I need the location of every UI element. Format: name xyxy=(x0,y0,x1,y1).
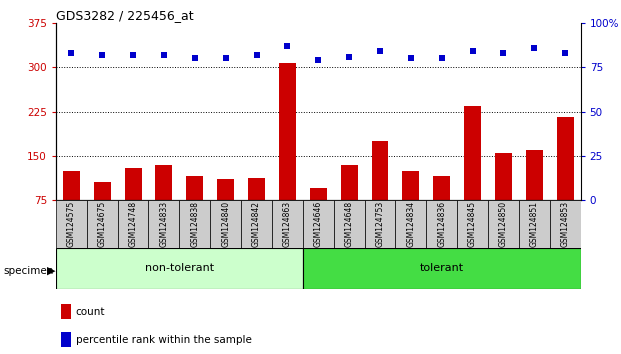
Text: GSM124845: GSM124845 xyxy=(468,201,477,247)
Bar xyxy=(63,171,80,200)
Point xyxy=(66,50,76,56)
Point xyxy=(97,52,107,58)
Point xyxy=(468,48,478,54)
Text: GSM124850: GSM124850 xyxy=(499,201,508,247)
Bar xyxy=(333,200,365,248)
Point xyxy=(252,52,261,58)
Point xyxy=(313,57,323,63)
Bar xyxy=(186,176,203,200)
Bar xyxy=(211,200,241,248)
Text: GSM124863: GSM124863 xyxy=(283,201,292,247)
Text: count: count xyxy=(76,307,106,317)
Point xyxy=(190,56,200,61)
Bar xyxy=(495,153,512,200)
Bar xyxy=(61,332,71,347)
Point xyxy=(220,56,230,61)
Bar xyxy=(272,200,303,248)
Bar xyxy=(155,165,173,200)
Bar xyxy=(426,200,457,248)
Bar xyxy=(87,200,117,248)
Text: GSM124575: GSM124575 xyxy=(67,201,76,247)
Point xyxy=(437,56,446,61)
Text: GDS3282 / 225456_at: GDS3282 / 225456_at xyxy=(56,9,194,22)
Text: GSM124853: GSM124853 xyxy=(561,201,569,247)
Bar xyxy=(94,182,111,200)
Text: GSM124840: GSM124840 xyxy=(221,201,230,247)
Bar xyxy=(526,150,543,200)
Bar xyxy=(56,248,303,289)
Bar xyxy=(248,178,265,200)
Bar xyxy=(125,167,142,200)
Bar xyxy=(217,179,234,200)
Text: specimen: specimen xyxy=(3,266,53,276)
Point xyxy=(375,48,385,54)
Bar xyxy=(402,171,419,200)
Point xyxy=(560,50,570,56)
Bar xyxy=(488,200,519,248)
Point xyxy=(283,43,292,49)
Text: GSM124838: GSM124838 xyxy=(190,201,199,247)
Text: GSM124748: GSM124748 xyxy=(129,201,138,247)
Bar xyxy=(550,200,581,248)
Bar xyxy=(556,118,574,200)
Text: GSM124833: GSM124833 xyxy=(160,201,168,247)
Bar xyxy=(117,200,148,248)
Point xyxy=(159,52,169,58)
Text: tolerant: tolerant xyxy=(420,263,464,273)
Text: ▶: ▶ xyxy=(47,266,55,276)
Bar xyxy=(279,63,296,200)
Bar xyxy=(433,176,450,200)
Bar xyxy=(61,304,71,319)
Point xyxy=(128,52,138,58)
Bar xyxy=(56,200,87,248)
Text: GSM124648: GSM124648 xyxy=(345,201,353,247)
Text: GSM124842: GSM124842 xyxy=(252,201,261,247)
Point xyxy=(406,56,416,61)
Bar xyxy=(365,200,396,248)
Point xyxy=(344,54,354,59)
Bar xyxy=(310,188,327,200)
Point xyxy=(529,45,539,51)
Text: GSM124753: GSM124753 xyxy=(376,201,384,247)
Bar xyxy=(519,200,550,248)
Text: GSM124851: GSM124851 xyxy=(530,201,539,247)
Bar xyxy=(341,165,358,200)
Bar xyxy=(457,200,488,248)
Bar xyxy=(241,200,272,248)
Bar xyxy=(148,200,179,248)
Text: GSM124834: GSM124834 xyxy=(406,201,415,247)
Text: percentile rank within the sample: percentile rank within the sample xyxy=(76,335,252,344)
Bar xyxy=(396,200,426,248)
Point xyxy=(499,50,509,56)
Text: GSM124646: GSM124646 xyxy=(314,201,323,247)
Bar xyxy=(303,248,581,289)
Text: GSM124675: GSM124675 xyxy=(97,201,107,247)
Bar xyxy=(179,200,211,248)
Text: GSM124836: GSM124836 xyxy=(437,201,446,247)
Bar xyxy=(303,200,333,248)
Bar xyxy=(464,105,481,200)
Bar xyxy=(371,141,389,200)
Text: non-tolerant: non-tolerant xyxy=(145,263,214,273)
